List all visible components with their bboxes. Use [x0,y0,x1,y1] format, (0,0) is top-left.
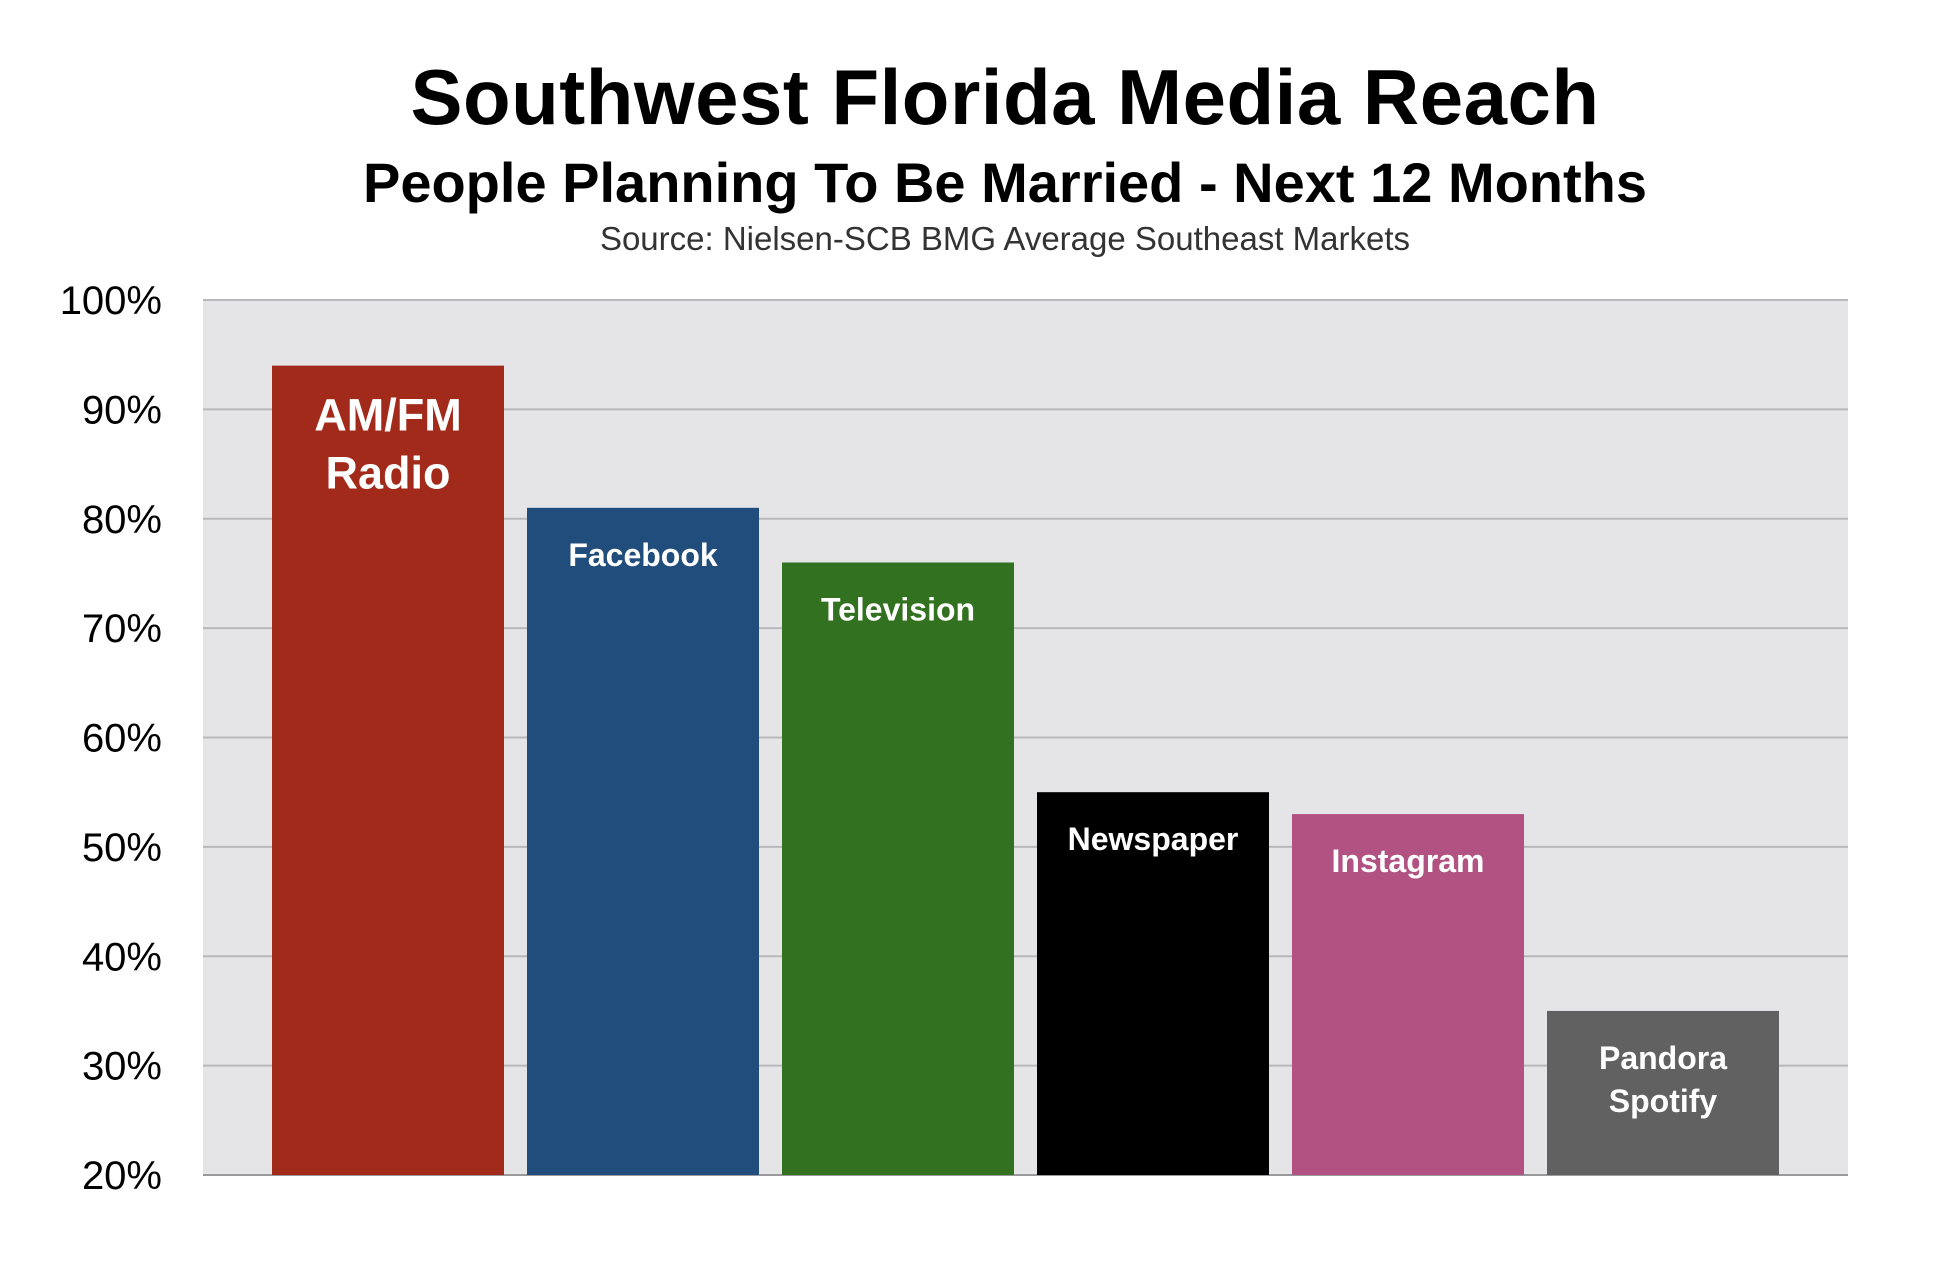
y-tick-label: 70% [82,607,162,651]
chart-subtitle: People Planning To Be Married - Next 12 … [362,151,1648,214]
bar-label: Radio [325,448,450,499]
y-tick-label: 50% [82,826,162,870]
bar-labels: AM/FM Radio Facebook Television Newspaper Ins… [314,390,1727,1119]
bar [272,365,504,1175]
bar-label: AM/FM [314,390,461,441]
y-tick-label: 100% [60,279,162,323]
bar [1547,1010,1779,1175]
bars [272,365,1779,1175]
bar [527,507,759,1175]
bar-label: Facebook [568,537,718,573]
bar-label: Pandora [1599,1040,1727,1076]
y-tick-label: 80% [82,498,162,542]
y-axis-tick-labels: 20% 30% 40% 50% 60% 70% 80% 90% 100% [60,279,162,1198]
y-tick-label: 60% [82,717,162,761]
chart-title: Southwest Florida Media Reach [410,53,1600,141]
y-tick-label: 30% [82,1045,162,1089]
chart-source: Source: Nielsen-SCB BMG Average Southeas… [599,220,1411,257]
y-tick-label: 40% [82,935,162,979]
bar [1292,814,1524,1175]
bar-label: Spotify [1609,1083,1718,1119]
bar [782,562,1014,1175]
bar-label: Television [821,592,975,628]
bar-label: Newspaper [1068,821,1239,857]
bar-label: Instagram [1332,843,1485,879]
y-tick-label: 90% [82,388,162,432]
bar [1037,792,1269,1175]
y-tick-label: 20% [82,1154,162,1198]
